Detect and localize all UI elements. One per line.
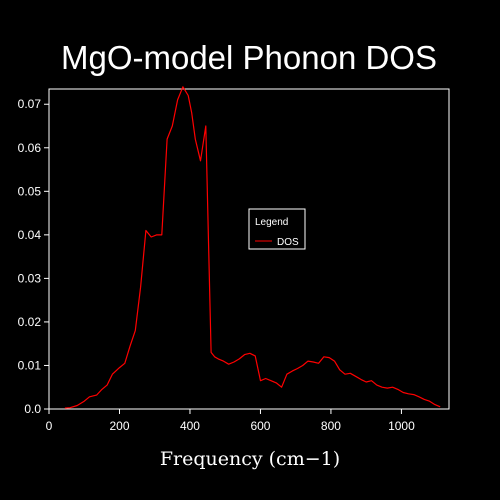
legend-title: Legend — [255, 217, 288, 228]
y-tick-label: 0.04 — [18, 228, 42, 242]
x-tick-label: 200 — [109, 419, 129, 433]
series-layer — [64, 86, 441, 409]
y-tick-label: 0.0 — [24, 402, 41, 416]
y-tick-label: 0.05 — [18, 184, 42, 198]
chart-title: MgO-model Phonon DOS — [61, 39, 437, 76]
y-tick-label: 0.02 — [18, 315, 42, 329]
y-axis-ticks: 0.0 0.01 0.02 0.03 0.04 0.05 0.06 0.07 — [18, 97, 49, 416]
x-tick-label: 600 — [250, 419, 270, 433]
x-tick-label: 400 — [180, 419, 200, 433]
x-tick-label: 0 — [46, 419, 53, 433]
legend-box — [248, 208, 306, 250]
legend: Legend DOS — [248, 208, 306, 250]
y-tick-label: 0.07 — [18, 97, 42, 111]
y-tick-label: 0.03 — [18, 271, 42, 285]
x-tick-label: 1000 — [388, 419, 415, 433]
y-tick-label: 0.01 — [18, 358, 42, 372]
plot-area-frame — [48, 88, 450, 410]
legend-entry-dos: DOS — [277, 237, 299, 248]
x-axis-label: Frequency (cm−1) — [160, 448, 340, 470]
series-line-dos — [64, 86, 441, 409]
y-tick-label: 0.06 — [18, 141, 42, 155]
x-axis-ticks: 0 200 400 600 800 1000 — [46, 409, 415, 433]
x-tick-label: 800 — [321, 419, 341, 433]
